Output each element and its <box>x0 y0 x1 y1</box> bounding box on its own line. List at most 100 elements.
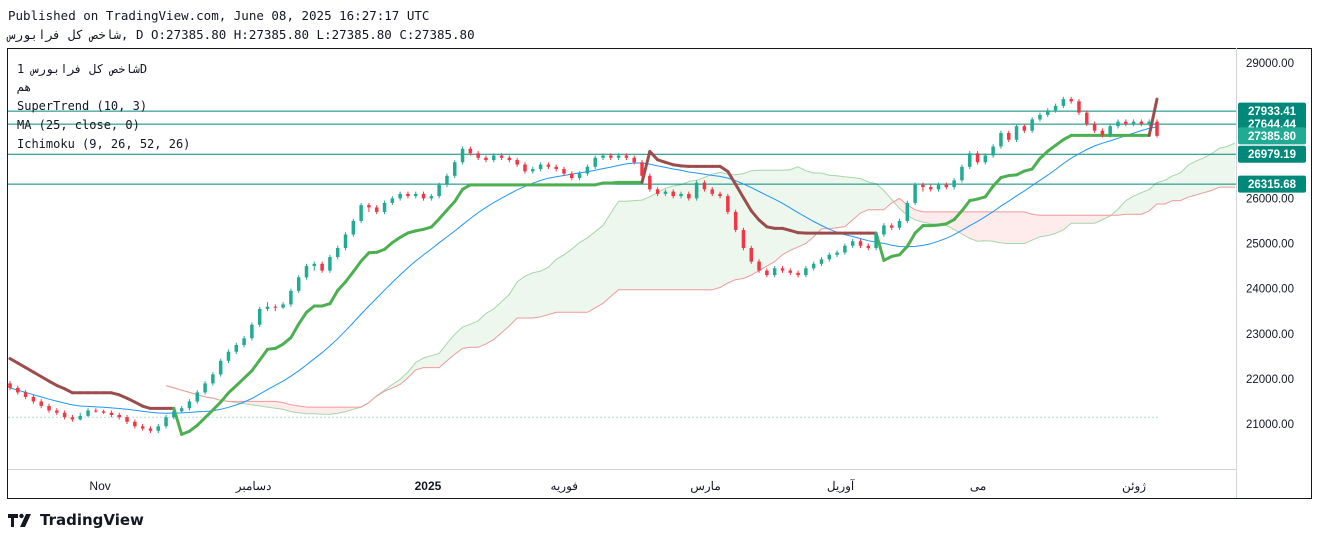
legend-ma[interactable]: MA (25, close, 0) <box>17 118 140 132</box>
supertrend-segment <box>234 376 246 388</box>
candle-body <box>601 155 605 158</box>
cloud-segment <box>392 379 401 388</box>
candle-body <box>86 410 90 416</box>
price-label-text: 26315.68 <box>1248 179 1297 191</box>
cloud-segment <box>579 237 588 313</box>
supertrend-segment <box>905 231 917 248</box>
supertrend-segment <box>383 241 394 251</box>
cloud-segment <box>681 181 689 290</box>
tradingview-brand[interactable]: TradingView <box>8 511 144 529</box>
candle-body <box>702 182 707 190</box>
candle-body <box>975 153 980 163</box>
cloud-segment <box>1157 180 1165 205</box>
candle-body <box>1116 121 1120 127</box>
senkou-span-a <box>165 142 1236 415</box>
cloud-segment <box>977 211 986 242</box>
candles <box>8 96 1159 434</box>
cloud-segment <box>1164 175 1173 205</box>
candle-body <box>187 401 192 409</box>
candle-body <box>733 211 738 230</box>
supertrend-segment <box>453 187 465 204</box>
cloud-segment <box>501 294 510 333</box>
candle-body <box>523 164 527 172</box>
candle-body <box>125 417 129 422</box>
candle-body <box>640 162 644 176</box>
cloud-segment <box>759 170 767 271</box>
cloud-segment <box>657 188 666 290</box>
supertrend-segment <box>445 200 457 212</box>
candle-body <box>453 162 457 176</box>
x-tick-label: دسامبر <box>235 479 272 493</box>
candle-body <box>772 268 777 276</box>
candle-body <box>765 270 769 276</box>
legend-supertrend[interactable]: SuperTrend (10, 3) <box>17 99 148 113</box>
candle-body <box>538 164 543 170</box>
cloud-segment <box>298 405 307 414</box>
cloud-segment <box>407 362 416 378</box>
candle-body <box>999 132 1003 147</box>
candle-body <box>1046 110 1050 115</box>
supertrend-segment <box>960 199 972 213</box>
candle-body <box>406 193 410 197</box>
candle-body <box>928 187 933 190</box>
candle-body <box>1108 126 1112 136</box>
candle-body <box>445 175 449 185</box>
cloud-segment <box>485 308 494 344</box>
candle-body <box>343 234 348 249</box>
cloud-segment <box>267 401 276 409</box>
cloud-segment <box>860 178 869 214</box>
candle-body <box>1100 130 1105 136</box>
supertrend-segment <box>16 361 28 370</box>
cloud-segment <box>844 176 853 227</box>
candle-body <box>858 241 863 246</box>
candle-body <box>1053 105 1058 111</box>
candle-body <box>1014 126 1019 140</box>
ma-line <box>9 126 1158 414</box>
price-label-text: 27933.41 <box>1248 106 1297 118</box>
candle-body <box>936 184 941 190</box>
cloud-segment <box>1094 215 1103 224</box>
candle-body <box>905 202 910 221</box>
legend-ichimoku[interactable]: Ichimoku (9, 26, 52, 26) <box>17 137 191 151</box>
candle-body <box>749 248 754 262</box>
x-tick-label: فوریه <box>551 479 579 493</box>
candle-body <box>164 417 168 427</box>
cloud-segment <box>774 170 783 262</box>
cloud-segment <box>743 170 752 279</box>
cloud-segment <box>696 177 705 290</box>
candle-body <box>94 410 98 412</box>
candle-body <box>367 205 371 208</box>
cloud-segment <box>899 198 908 216</box>
time-axis: Nov دسامبر 2025 فوریه مارس آوریل می ژوئن <box>89 478 1146 493</box>
candle-body <box>1061 99 1066 106</box>
cloud-segment <box>400 372 408 385</box>
candle-body <box>78 415 82 420</box>
candle-body <box>531 169 535 172</box>
supertrend-segment <box>1046 143 1058 153</box>
cloud-segment <box>1055 215 1064 234</box>
candle-body <box>226 351 231 361</box>
x-tick-label: ژوئن <box>1122 479 1146 493</box>
candle-body <box>1155 121 1159 136</box>
cloud-segment <box>1219 146 1228 188</box>
candle-body <box>351 220 356 235</box>
cloud-segment <box>1196 157 1204 195</box>
supertrend-segment <box>242 369 254 380</box>
cloud-segment <box>415 358 424 370</box>
price-label-box <box>1238 127 1306 145</box>
cloud-segment <box>642 196 650 290</box>
cloud-segment <box>556 254 564 313</box>
cloud-segment <box>571 242 580 313</box>
cloud-segment <box>712 172 721 290</box>
candle-body <box>265 306 270 309</box>
candle-body <box>609 155 613 158</box>
chart-frame <box>7 48 1312 499</box>
candle-body <box>554 166 558 170</box>
cloud-segment <box>969 211 978 242</box>
cloud-segment <box>1024 211 1033 244</box>
cloud-segment <box>665 185 674 290</box>
candle-body <box>172 411 176 418</box>
supertrend-segment <box>648 149 660 162</box>
candle-body <box>546 164 551 167</box>
